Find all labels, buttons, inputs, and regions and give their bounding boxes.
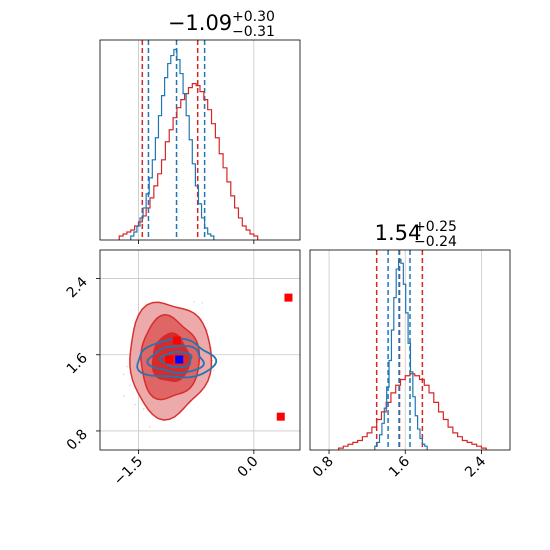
red-marker bbox=[284, 293, 293, 302]
grid bbox=[138, 40, 255, 240]
x-ticks bbox=[138, 240, 255, 244]
red-marker bbox=[276, 412, 285, 421]
quantile-lines bbox=[141, 40, 206, 240]
red-marker bbox=[165, 355, 174, 364]
x-tick-label: 1.6 bbox=[386, 453, 413, 480]
y-tick-label: 2.4 bbox=[64, 274, 91, 301]
sample-point bbox=[129, 384, 131, 387]
hist-panel-param-1: −1.09 +0.30 −0.31 bbox=[99, 9, 301, 244]
sample-point bbox=[201, 302, 204, 304]
sample-point bbox=[193, 300, 196, 303]
x-tick-label: 0.0 bbox=[235, 454, 262, 481]
blue-contours bbox=[136, 337, 218, 379]
sample-point bbox=[142, 408, 145, 410]
sample-point bbox=[211, 359, 214, 362]
panel-frame bbox=[309, 249, 511, 451]
contour-panel: −1.5 0.0 0.8 1.6 2.4 bbox=[64, 249, 301, 489]
x-ticks: −1.5 0.0 bbox=[111, 450, 262, 489]
sample-point bbox=[123, 395, 125, 398]
panel-frame bbox=[99, 39, 301, 241]
title-median: −1.09 bbox=[168, 11, 232, 35]
sample-point bbox=[212, 369, 215, 372]
panel-frame bbox=[99, 249, 301, 451]
x-tick-label: 2.4 bbox=[462, 453, 489, 480]
x-ticks: 0.8 1.6 2.4 bbox=[310, 450, 489, 481]
title-param-2: 1.54 bbox=[375, 221, 422, 245]
histogram-blue bbox=[130, 48, 215, 240]
title-upper: +0.25 bbox=[414, 219, 457, 235]
title-lower: −0.31 bbox=[232, 24, 275, 40]
blue-contour-outer bbox=[136, 337, 218, 379]
grid bbox=[328, 250, 482, 450]
title-param-1: −1.09 bbox=[168, 11, 232, 35]
markers bbox=[165, 293, 293, 421]
histogram-red bbox=[118, 83, 259, 240]
hist-panel-param-2: 0.8 1.6 2.4 1.54 +0.25 −0.24 bbox=[309, 219, 511, 481]
blue-marker bbox=[175, 355, 184, 364]
title-upper: +0.30 bbox=[232, 9, 275, 25]
blue-contour-middle bbox=[146, 345, 205, 374]
blue-contour-inner bbox=[158, 351, 193, 368]
sample-point bbox=[126, 365, 128, 368]
histogram-blue bbox=[374, 258, 428, 450]
y-tick-label: 0.8 bbox=[64, 426, 91, 453]
red-marker bbox=[172, 336, 181, 345]
y-tick-label: 1.6 bbox=[64, 350, 91, 377]
sample-point bbox=[134, 403, 137, 406]
y-ticks: 0.8 1.6 2.4 bbox=[64, 274, 100, 454]
title-median: 1.54 bbox=[375, 221, 422, 245]
grid bbox=[100, 250, 300, 450]
sample-point bbox=[149, 426, 151, 428]
x-tick-label: −1.5 bbox=[111, 454, 146, 489]
title-lower: −0.24 bbox=[414, 234, 457, 250]
quantile-lines bbox=[375, 250, 424, 450]
x-tick-label: 0.8 bbox=[310, 454, 337, 481]
sample-point bbox=[122, 373, 125, 376]
